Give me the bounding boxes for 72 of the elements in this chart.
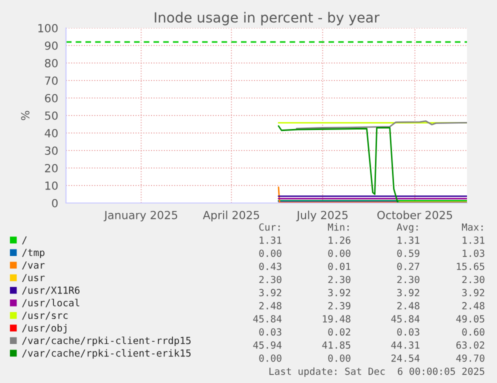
text: Avg:	[396, 223, 418, 233]
text: 24.54	[391, 354, 420, 362]
text: 0.03	[259, 328, 282, 336]
x-tick-label: July 2025	[296, 210, 348, 222]
legend-label: /	[22, 236, 27, 244]
text: 0.03	[397, 328, 420, 336]
y-tick-label: 70	[45, 76, 58, 85]
x-tick-label: April 2025	[202, 210, 260, 222]
y-tick-label: 20	[45, 164, 58, 172]
text: 2.48	[397, 302, 420, 310]
text: 2.48	[259, 302, 282, 310]
y-tick-label: 100	[38, 24, 58, 32]
text: 3.92	[462, 288, 484, 296]
text: 49.05	[456, 315, 484, 323]
text: 1.03	[462, 250, 484, 257]
text: 45.94	[253, 341, 282, 349]
text: 0.60	[462, 328, 484, 336]
text: 3.92	[397, 288, 420, 296]
legend-label: /var/cache/rpki-client-rrdp15	[22, 336, 191, 346]
text: 1.26	[328, 236, 350, 244]
text: 2.48	[462, 302, 484, 310]
y-tick-label: 50	[45, 111, 58, 120]
x-tick-label: January 2025	[104, 210, 178, 222]
chart-title: Inode usage in percent - by year	[154, 12, 380, 26]
text: 2.30	[259, 276, 282, 284]
text: 19.48	[322, 315, 350, 323]
text: Max:	[462, 224, 483, 231]
x-tick-label: October 2025	[377, 210, 452, 220]
text: 0.00	[259, 250, 282, 257]
y-tick-label: 40	[44, 128, 58, 138]
text: 45.84	[391, 315, 420, 323]
y-tick-label: 10	[45, 181, 58, 190]
legend-label: /usr	[22, 274, 45, 282]
text: 2.30	[462, 276, 484, 284]
text: 3.92	[259, 288, 282, 296]
text: 0.27	[397, 262, 420, 270]
y-tick-label: 0	[52, 198, 58, 208]
legend-label: /usr/X11R6	[22, 286, 80, 295]
legend-label: /usr/obj	[22, 324, 66, 334]
y-tick-label: 30	[45, 146, 58, 155]
text: 15.65	[456, 262, 484, 270]
text: 2.39	[328, 302, 350, 310]
text: 45.84	[253, 315, 282, 323]
text: 0.43	[259, 262, 282, 270]
text: Cur:	[259, 223, 280, 231]
legend-label: /var	[22, 261, 45, 270]
legend-label: /tmp	[22, 248, 44, 258]
text: 49.70	[456, 354, 484, 362]
text: 2.30	[328, 276, 350, 284]
text: 3.92	[328, 288, 350, 296]
y-tick-label: 90	[44, 41, 58, 50]
y-axis-title: %	[21, 110, 30, 120]
text: Last update: Sat Dec 6 00:00:05 2025	[269, 367, 484, 377]
text: 0.00	[328, 250, 350, 257]
text: 0.59	[397, 250, 420, 257]
text: 1.31	[462, 236, 484, 244]
text: 0.00	[328, 354, 350, 362]
text: Min:	[328, 223, 349, 231]
text: 0.00	[259, 354, 282, 362]
text: 0.01	[328, 262, 350, 270]
legend-label: /usr/local	[22, 298, 80, 308]
text: 41.85	[322, 341, 350, 349]
y-tick-label: 60	[45, 94, 58, 102]
legend-label: /usr/src	[22, 312, 68, 320]
text: 1.31	[398, 236, 420, 244]
text: 44.31	[391, 341, 420, 349]
text: 2.30	[397, 276, 420, 284]
legend-label: /var/cache/rpki-client-erik15	[22, 349, 191, 359]
text: 1.31	[260, 236, 282, 244]
text: 0.02	[328, 328, 350, 336]
y-tick-label: 80	[44, 58, 58, 68]
text: 63.02	[456, 341, 484, 349]
